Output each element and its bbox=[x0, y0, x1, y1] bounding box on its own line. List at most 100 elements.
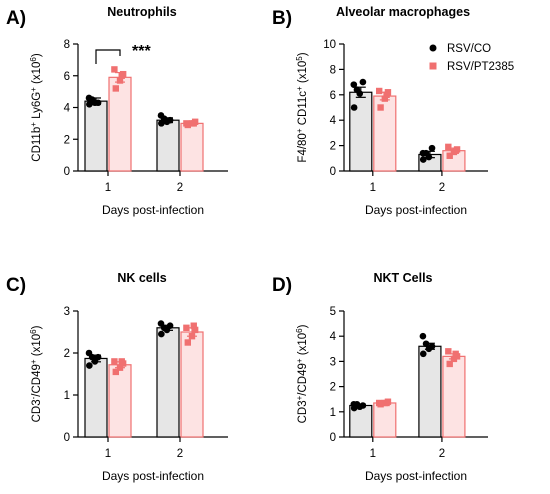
y-tick-label: 0 bbox=[330, 166, 336, 178]
y-tick-label: 6 bbox=[64, 71, 70, 83]
data-point bbox=[94, 353, 102, 361]
y-tick-label: 4 bbox=[330, 331, 337, 343]
x-axis-label: Days post-infection bbox=[365, 203, 467, 217]
legend-label-rsv-co: RSV/CO bbox=[447, 43, 491, 55]
x-tick-label: 1 bbox=[370, 448, 376, 460]
x-tick-label: 1 bbox=[370, 182, 376, 194]
x-tick-label: 1 bbox=[105, 448, 111, 460]
data-point bbox=[383, 91, 390, 98]
data-point bbox=[188, 333, 196, 340]
significance-bracket bbox=[95, 49, 121, 64]
data-point bbox=[353, 86, 361, 94]
data-point bbox=[350, 104, 358, 111]
data-point bbox=[376, 399, 383, 407]
data-point bbox=[183, 120, 190, 127]
y-axis-label: CD3+/CD49+ (x106) bbox=[295, 324, 310, 423]
x-tick-label: 2 bbox=[439, 448, 445, 460]
legend-marker-rsv-pt2385 bbox=[429, 62, 437, 70]
chart-title: NK cells bbox=[117, 271, 166, 285]
legend-marker-rsv-co bbox=[429, 44, 437, 52]
data-point bbox=[381, 95, 388, 102]
chart-title: NKT Cells bbox=[373, 271, 432, 285]
panel-label: A) bbox=[6, 8, 26, 29]
chart-panel-3: D) NKT Cells 0 1 2 3 4 5 CD3+/CD49+ (x106) 1 2 Days… bbox=[272, 271, 488, 483]
data-point bbox=[85, 349, 93, 357]
data-point bbox=[190, 120, 197, 127]
data-point bbox=[112, 85, 119, 92]
data-point bbox=[118, 358, 125, 365]
x-tick-label: 2 bbox=[177, 448, 183, 460]
data-point bbox=[422, 340, 430, 348]
data-point bbox=[350, 81, 358, 88]
y-tick-label: 4 bbox=[64, 103, 71, 115]
data-point bbox=[94, 99, 102, 107]
data-point bbox=[359, 78, 367, 86]
panel-label: C) bbox=[6, 275, 26, 296]
bar-rsv-co bbox=[84, 357, 108, 438]
y-tick-label: 3 bbox=[330, 356, 336, 368]
chart-panel-0: A) Neutrophils 0 2 4 6 8 CD11b+ Ly6G+ (x106) 1 2 D… bbox=[6, 5, 228, 217]
y-tick-label: 2 bbox=[330, 382, 336, 394]
bar-rsv-pt2385 bbox=[180, 122, 204, 172]
bar-rsv-pt2385 bbox=[373, 95, 397, 172]
bar-rsv-pt2385 bbox=[180, 331, 204, 438]
chart-panel-2: C) NK cells 0 1 2 3 CD3-/CD49+ (x106) 1 2 Days po… bbox=[6, 271, 228, 483]
data-point bbox=[419, 350, 427, 358]
data-point bbox=[191, 326, 199, 334]
bar-rsv-pt2385 bbox=[373, 402, 397, 438]
data-point bbox=[446, 360, 453, 368]
data-point bbox=[166, 322, 174, 330]
data-point bbox=[452, 147, 459, 154]
y-axis-label: CD11b+ Ly6G+ (x106) bbox=[29, 53, 44, 162]
data-point bbox=[116, 77, 124, 84]
data-point bbox=[190, 322, 197, 329]
data-point bbox=[158, 330, 165, 338]
y-tick-label: 1 bbox=[330, 407, 336, 419]
chart-panels: A) Neutrophils 0 2 4 6 8 CD11b+ Ly6G+ (x106) 1 2 D… bbox=[6, 5, 488, 483]
data-point bbox=[86, 362, 93, 369]
chart-panel-1: B) Alveolar macrophages 0 2 4 6 8 10 F4/80+ CD11… bbox=[272, 5, 488, 217]
y-tick-label: 8 bbox=[330, 64, 336, 76]
bar-rsv-pt2385 bbox=[442, 355, 466, 438]
x-axis-label: Days post-infection bbox=[102, 469, 204, 483]
data-point bbox=[445, 143, 452, 151]
data-point bbox=[157, 112, 165, 119]
data-point bbox=[111, 66, 118, 73]
data-point bbox=[158, 120, 165, 127]
data-point bbox=[86, 101, 93, 108]
bar-rsv-co bbox=[84, 100, 108, 172]
data-point bbox=[116, 364, 124, 371]
y-tick-label: 0 bbox=[64, 166, 70, 178]
bar-rsv-pt2385 bbox=[108, 364, 132, 438]
data-point bbox=[377, 104, 384, 111]
y-axis-label: CD3-/CD49+ (x106) bbox=[29, 325, 44, 422]
bar-rsv-co bbox=[349, 91, 373, 172]
bar-rsv-co bbox=[156, 119, 180, 172]
data-point bbox=[428, 342, 436, 350]
x-tick-label: 2 bbox=[439, 182, 445, 194]
data-point bbox=[112, 368, 119, 376]
data-point bbox=[118, 72, 125, 79]
y-tick-label: 8 bbox=[64, 39, 70, 51]
y-tick-label: 2 bbox=[330, 141, 336, 153]
chart-title: Neutrophils bbox=[107, 5, 176, 19]
panel-label: B) bbox=[272, 8, 292, 29]
y-tick-label: 0 bbox=[64, 432, 70, 444]
y-tick-label: 0 bbox=[330, 432, 336, 444]
y-tick-label: 10 bbox=[323, 39, 336, 51]
data-point bbox=[419, 332, 427, 340]
significance-label: *** bbox=[132, 43, 151, 60]
data-point bbox=[184, 339, 191, 346]
data-point bbox=[85, 94, 93, 102]
bar-rsv-pt2385 bbox=[108, 76, 132, 172]
data-point bbox=[166, 116, 174, 124]
x-axis-label: Days post-infection bbox=[102, 203, 204, 217]
y-tick-label: 6 bbox=[330, 90, 336, 102]
data-point bbox=[419, 149, 427, 157]
data-point bbox=[376, 87, 383, 95]
legend-label-rsv-pt2385: RSV/PT2385 bbox=[447, 61, 514, 73]
bar-rsv-co bbox=[418, 345, 442, 438]
data-point bbox=[111, 358, 118, 365]
y-tick-label: 2 bbox=[64, 134, 70, 146]
